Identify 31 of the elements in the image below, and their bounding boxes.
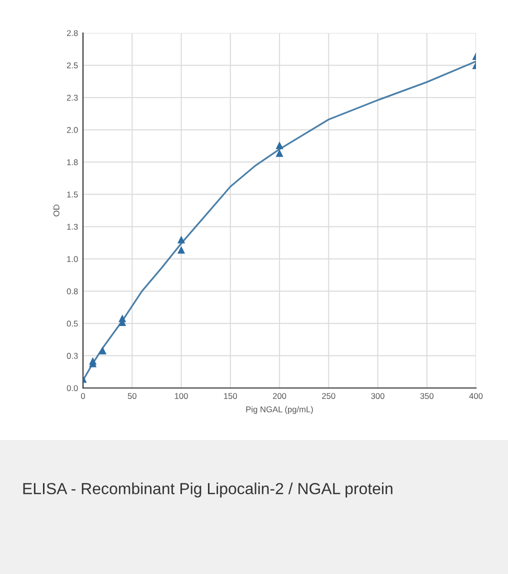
y-tick-label: 0.8 [66,288,78,294]
x-tick-label: 50 [128,393,136,399]
y-tick-label: 0.5 [66,320,78,327]
y-tick-label: 0.0 [66,385,78,392]
y-tick-label: 1.0 [67,256,78,262]
x-tick-label: 150 [224,393,237,399]
y-tick-label: 2.0 [66,127,78,133]
y-tick-label: 1.8 [67,159,78,166]
x-tick-label: 200 [272,393,286,399]
point [177,236,186,244]
x-tick-label: 250 [322,393,336,399]
y-axis-title: OD [53,204,60,216]
point [276,142,284,150]
y-tick-label: 0.3 [66,352,78,359]
y-tick-label: 1.3 [67,224,78,230]
y-tick-label: 2.3 [66,94,78,101]
x-tick-label: 400 [469,393,483,399]
line-series [83,60,476,382]
x-tick-label: 300 [371,393,384,399]
y-tick-label: 2.5 [66,62,78,68]
point [276,149,284,157]
x-axis-title: Pig NGAL (pg/mL) [246,406,313,414]
y-tick-label: 1.5 [67,192,78,198]
point [98,346,106,354]
y-tick-label: 2.8 [66,30,78,36]
point [89,357,97,365]
x-tick-label: 100 [174,393,188,399]
x-tick-label: 350 [420,393,434,399]
text: ELISA - Recombinant Pig Lipocalin-2 / NGAL protein [23,482,392,498]
point [177,246,186,254]
x-tick-label: 0 [81,393,85,399]
